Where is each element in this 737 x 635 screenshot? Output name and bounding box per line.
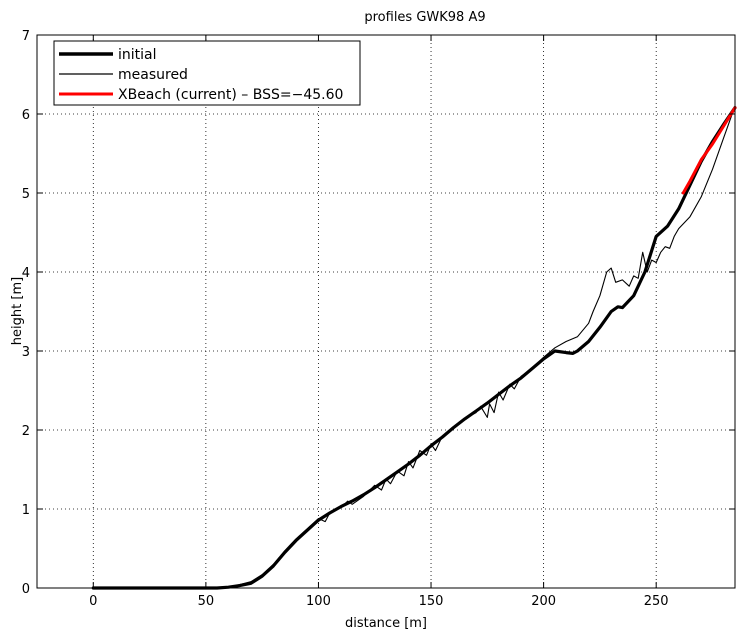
legend-label-initial: initial	[118, 47, 157, 63]
x-tick-label: 50	[198, 594, 215, 609]
x-tick-label: 150	[419, 594, 444, 609]
y-axis-label: height [m]	[10, 277, 25, 345]
y-tick-label: 0	[22, 582, 30, 597]
legend: initial measured XBeach (current) – BSS=…	[53, 40, 361, 106]
x-axis-label: distance [m]	[345, 616, 427, 631]
y-tick-label: 7	[22, 29, 30, 44]
legend-label-xbeach: XBeach (current) – BSS=−45.60	[118, 87, 343, 103]
ticks: 0 50 100 150 200 250 0 1 2 3 4 5 6 7	[22, 29, 735, 609]
x-tick-label: 250	[644, 594, 669, 609]
series-line-measured	[92, 105, 736, 589]
legend-label-measured: measured	[118, 67, 188, 83]
chart-title: profiles GWK98 A9	[364, 10, 485, 25]
y-tick-label: 5	[22, 187, 30, 202]
plot-frame	[36, 34, 736, 589]
series-group	[91, 105, 737, 590]
y-tick-label: 4	[22, 266, 30, 281]
plot-area	[37, 35, 735, 588]
series-line-xbeach	[681, 106, 737, 195]
y-tick-label: 1	[22, 503, 30, 518]
x-tick-label: 100	[306, 594, 331, 609]
x-tick-label: 200	[531, 594, 556, 609]
x-tick-label: 0	[89, 594, 97, 609]
y-tick-label: 6	[22, 108, 30, 123]
y-tick-label: 3	[22, 345, 30, 360]
y-tick-label: 2	[22, 424, 30, 439]
